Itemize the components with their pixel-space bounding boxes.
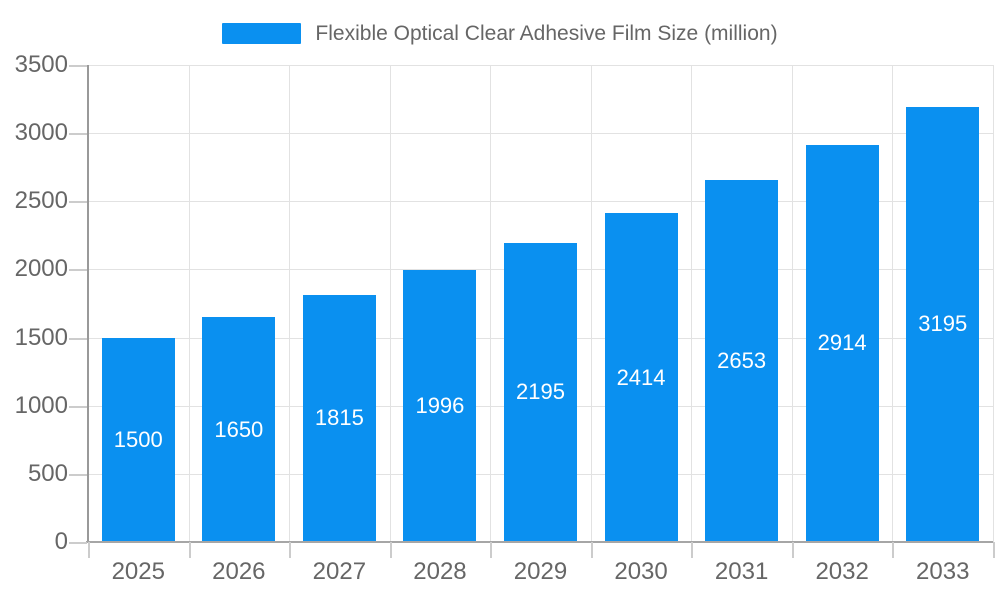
v-gridline xyxy=(791,65,793,542)
bar-value-label: 2195 xyxy=(516,379,565,405)
bar-2025[interactable]: 1500 xyxy=(101,337,175,542)
v-gridline xyxy=(389,65,391,542)
y-axis-label: 2500 xyxy=(14,187,68,215)
h-gridline xyxy=(88,65,993,66)
bar-2031[interactable]: 2653 xyxy=(705,180,779,542)
x-axis-tick xyxy=(389,542,392,558)
v-gridline xyxy=(490,65,492,542)
x-axis-tick xyxy=(88,542,90,558)
x-axis-label: 2030 xyxy=(614,558,668,585)
y-axis-tick xyxy=(69,133,87,136)
x-axis-label: 2025 xyxy=(111,558,165,585)
v-gridline xyxy=(993,65,994,542)
x-axis-line xyxy=(86,541,993,543)
v-gridline xyxy=(590,65,592,542)
y-axis-tick xyxy=(69,269,87,272)
bar-value-label: 2914 xyxy=(817,330,867,356)
bar-2032[interactable]: 2914 xyxy=(805,144,879,542)
x-axis-label: 2026 xyxy=(212,558,266,585)
v-gridline xyxy=(188,65,190,542)
x-axis-tick xyxy=(590,542,593,558)
x-axis-label: 2031 xyxy=(714,558,769,585)
chart-legend[interactable]: Flexible Optical Clear Adhesive Film Siz… xyxy=(0,16,1000,50)
bar-2033[interactable]: 3195 xyxy=(906,106,980,542)
y-axis-tick xyxy=(69,65,87,67)
x-axis-tick xyxy=(188,542,191,558)
x-axis-tick xyxy=(490,542,493,558)
h-gridline xyxy=(88,133,993,135)
y-axis-tick xyxy=(69,405,87,408)
x-axis-label: 2028 xyxy=(413,558,467,585)
y-axis-line xyxy=(87,65,89,542)
y-axis-label: 3000 xyxy=(14,119,68,147)
y-axis-tick xyxy=(69,337,87,340)
v-gridline xyxy=(289,65,291,542)
legend-swatch-icon[interactable] xyxy=(222,22,302,44)
h-gridline xyxy=(88,201,993,203)
bar-2029[interactable]: 2195 xyxy=(504,242,577,542)
bar-value-label: 3195 xyxy=(918,311,968,337)
x-axis-label: 2032 xyxy=(815,558,869,585)
plot-area: 1500 1650 1815 1996 2195 2414 2653 2914 3195 0 50… xyxy=(15,53,995,584)
y-axis-tick xyxy=(69,473,87,476)
y-axis-label: 2000 xyxy=(14,255,68,283)
x-axis-label: 2027 xyxy=(312,558,367,585)
y-axis-tick xyxy=(69,201,87,204)
y-axis-label: 500 xyxy=(27,459,68,487)
x-axis-tick xyxy=(993,542,995,558)
x-axis-tick xyxy=(892,542,895,558)
x-axis-tick xyxy=(289,542,292,558)
y-axis-tick xyxy=(69,542,87,544)
x-axis-label: 2029 xyxy=(513,558,568,585)
bar-value-label: 2653 xyxy=(717,348,767,374)
bar-2027[interactable]: 1815 xyxy=(302,294,376,542)
y-axis-label: 1000 xyxy=(14,391,68,419)
y-axis-label: 1500 xyxy=(14,323,68,351)
v-gridline xyxy=(691,65,693,542)
y-axis-label: 0 xyxy=(54,528,68,555)
bar-2028[interactable]: 1996 xyxy=(403,269,477,542)
x-axis-tick xyxy=(691,542,694,558)
bar-value-label: 1650 xyxy=(214,416,264,442)
legend-label[interactable]: Flexible Optical Clear Adhesive Film Siz… xyxy=(315,21,778,45)
bar-value-label: 1500 xyxy=(113,426,163,452)
bar-value-label: 1815 xyxy=(314,405,364,431)
y-axis-label: 3500 xyxy=(14,51,68,78)
x-axis-label: 2033 xyxy=(916,558,970,585)
bar-value-label: 1996 xyxy=(415,392,465,418)
bar-2030[interactable]: 2414 xyxy=(604,213,678,542)
x-axis-tick xyxy=(791,542,794,558)
v-gridline xyxy=(892,65,894,542)
bar-value-label: 2414 xyxy=(616,364,666,390)
bar-2026[interactable]: 1650 xyxy=(202,317,276,542)
